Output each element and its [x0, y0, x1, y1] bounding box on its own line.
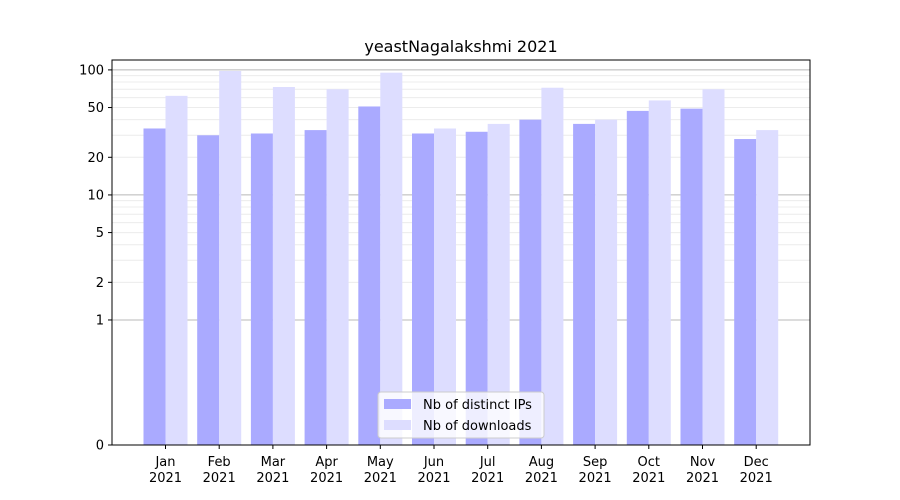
bar-distinct-ips — [250, 133, 273, 445]
bar-distinct-ips — [143, 128, 166, 445]
x-tick-label-year: 2021 — [632, 471, 665, 486]
x-tick-label-month: Jan — [154, 455, 175, 470]
x-tick-label-year: 2021 — [471, 471, 504, 486]
y-tick-label: 1 — [96, 313, 104, 328]
x-tick-label-year: 2021 — [364, 471, 397, 486]
y-tick-label: 5 — [96, 226, 104, 241]
bar-distinct-ips — [519, 119, 542, 446]
bar-downloads — [165, 95, 188, 446]
x-tick-label-month: Mar — [261, 455, 286, 470]
x-tick-label-month: Jul — [479, 455, 496, 470]
y-axis: 0 1 2 5 10 20 50 100 — [79, 63, 112, 454]
x-tick-label-month: Nov — [690, 455, 716, 470]
legend-label: Nb of distinct IPs — [423, 398, 532, 413]
bar-downloads — [272, 86, 295, 445]
bar-downloads — [380, 72, 403, 445]
bar-distinct-ips — [626, 110, 649, 445]
bar-downloads — [326, 89, 349, 445]
x-tick-label-month: Feb — [208, 455, 231, 470]
bar-downloads — [648, 100, 671, 445]
x-tick-label-month: May — [367, 455, 394, 470]
x-tick-label-month: Sep — [583, 455, 608, 470]
bar-downloads — [487, 123, 510, 445]
legend-label: Nb of downloads — [423, 419, 532, 434]
x-tick-label-month: Oct — [638, 455, 660, 470]
y-tick-label: 2 — [96, 276, 104, 291]
bar-downloads — [595, 119, 618, 446]
x-tick-label-year: 2021 — [256, 471, 289, 486]
x-tick-label-month: Apr — [315, 455, 338, 470]
bar-distinct-ips — [734, 139, 757, 445]
y-tick-label: 10 — [87, 188, 104, 203]
bars-layer — [143, 70, 779, 446]
bar-distinct-ips — [573, 123, 596, 445]
x-tick-label-month: Jun — [423, 455, 444, 470]
bar-downloads — [702, 89, 725, 445]
y-tick-label: 100 — [79, 63, 104, 78]
bar-downloads — [541, 87, 564, 445]
x-tick-label-year: 2021 — [525, 471, 558, 486]
legend-swatch — [384, 399, 411, 409]
bar-downloads — [434, 128, 456, 445]
bar-downloads — [756, 130, 779, 445]
x-tick-label-month: Aug — [529, 455, 554, 470]
x-tick-label-year: 2021 — [740, 471, 773, 486]
x-tick-label-year: 2021 — [203, 471, 236, 486]
y-tick-label: 0 — [96, 439, 104, 454]
bar-distinct-ips — [465, 131, 488, 445]
bar-distinct-ips — [197, 135, 220, 445]
legend: Nb of distinct IPs Nb of downloads — [377, 391, 545, 439]
x-tick-label-year: 2021 — [579, 471, 612, 486]
x-tick-label-year: 2021 — [686, 471, 719, 486]
bar-downloads — [219, 70, 242, 446]
x-tick-label-year: 2021 — [310, 471, 343, 486]
x-tick-label-year: 2021 — [417, 471, 450, 486]
x-axis: Jan2021Feb2021Mar2021Apr2021May2021Jun20… — [149, 445, 773, 486]
bar-distinct-ips — [304, 130, 327, 445]
bar-distinct-ips — [412, 133, 434, 445]
legend-swatch — [384, 420, 411, 430]
legend-box — [377, 391, 545, 439]
chart-title: yeastNagalakshmi 2021 — [364, 37, 557, 56]
y-tick-label: 20 — [87, 151, 104, 166]
bar-distinct-ips — [680, 108, 703, 445]
y-tick-label: 50 — [87, 101, 104, 116]
bar-distinct-ips — [358, 106, 381, 445]
x-tick-label-year: 2021 — [149, 471, 182, 486]
x-tick-label-month: Dec — [744, 455, 769, 470]
plot-frame — [111, 59, 811, 446]
